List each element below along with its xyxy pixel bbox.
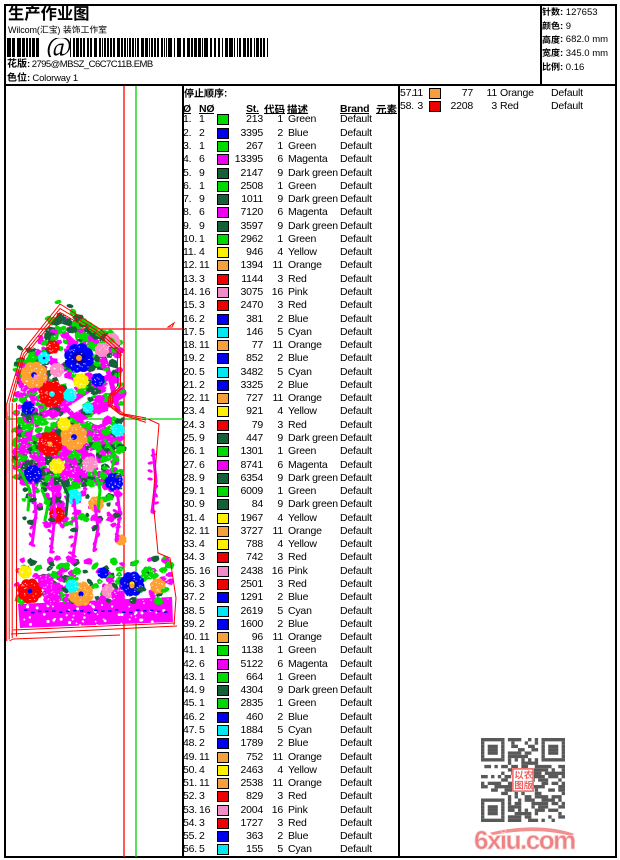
svg-text:@: @	[46, 38, 72, 57]
svg-text:6xiu.com: 6xiu.com	[474, 825, 575, 855]
